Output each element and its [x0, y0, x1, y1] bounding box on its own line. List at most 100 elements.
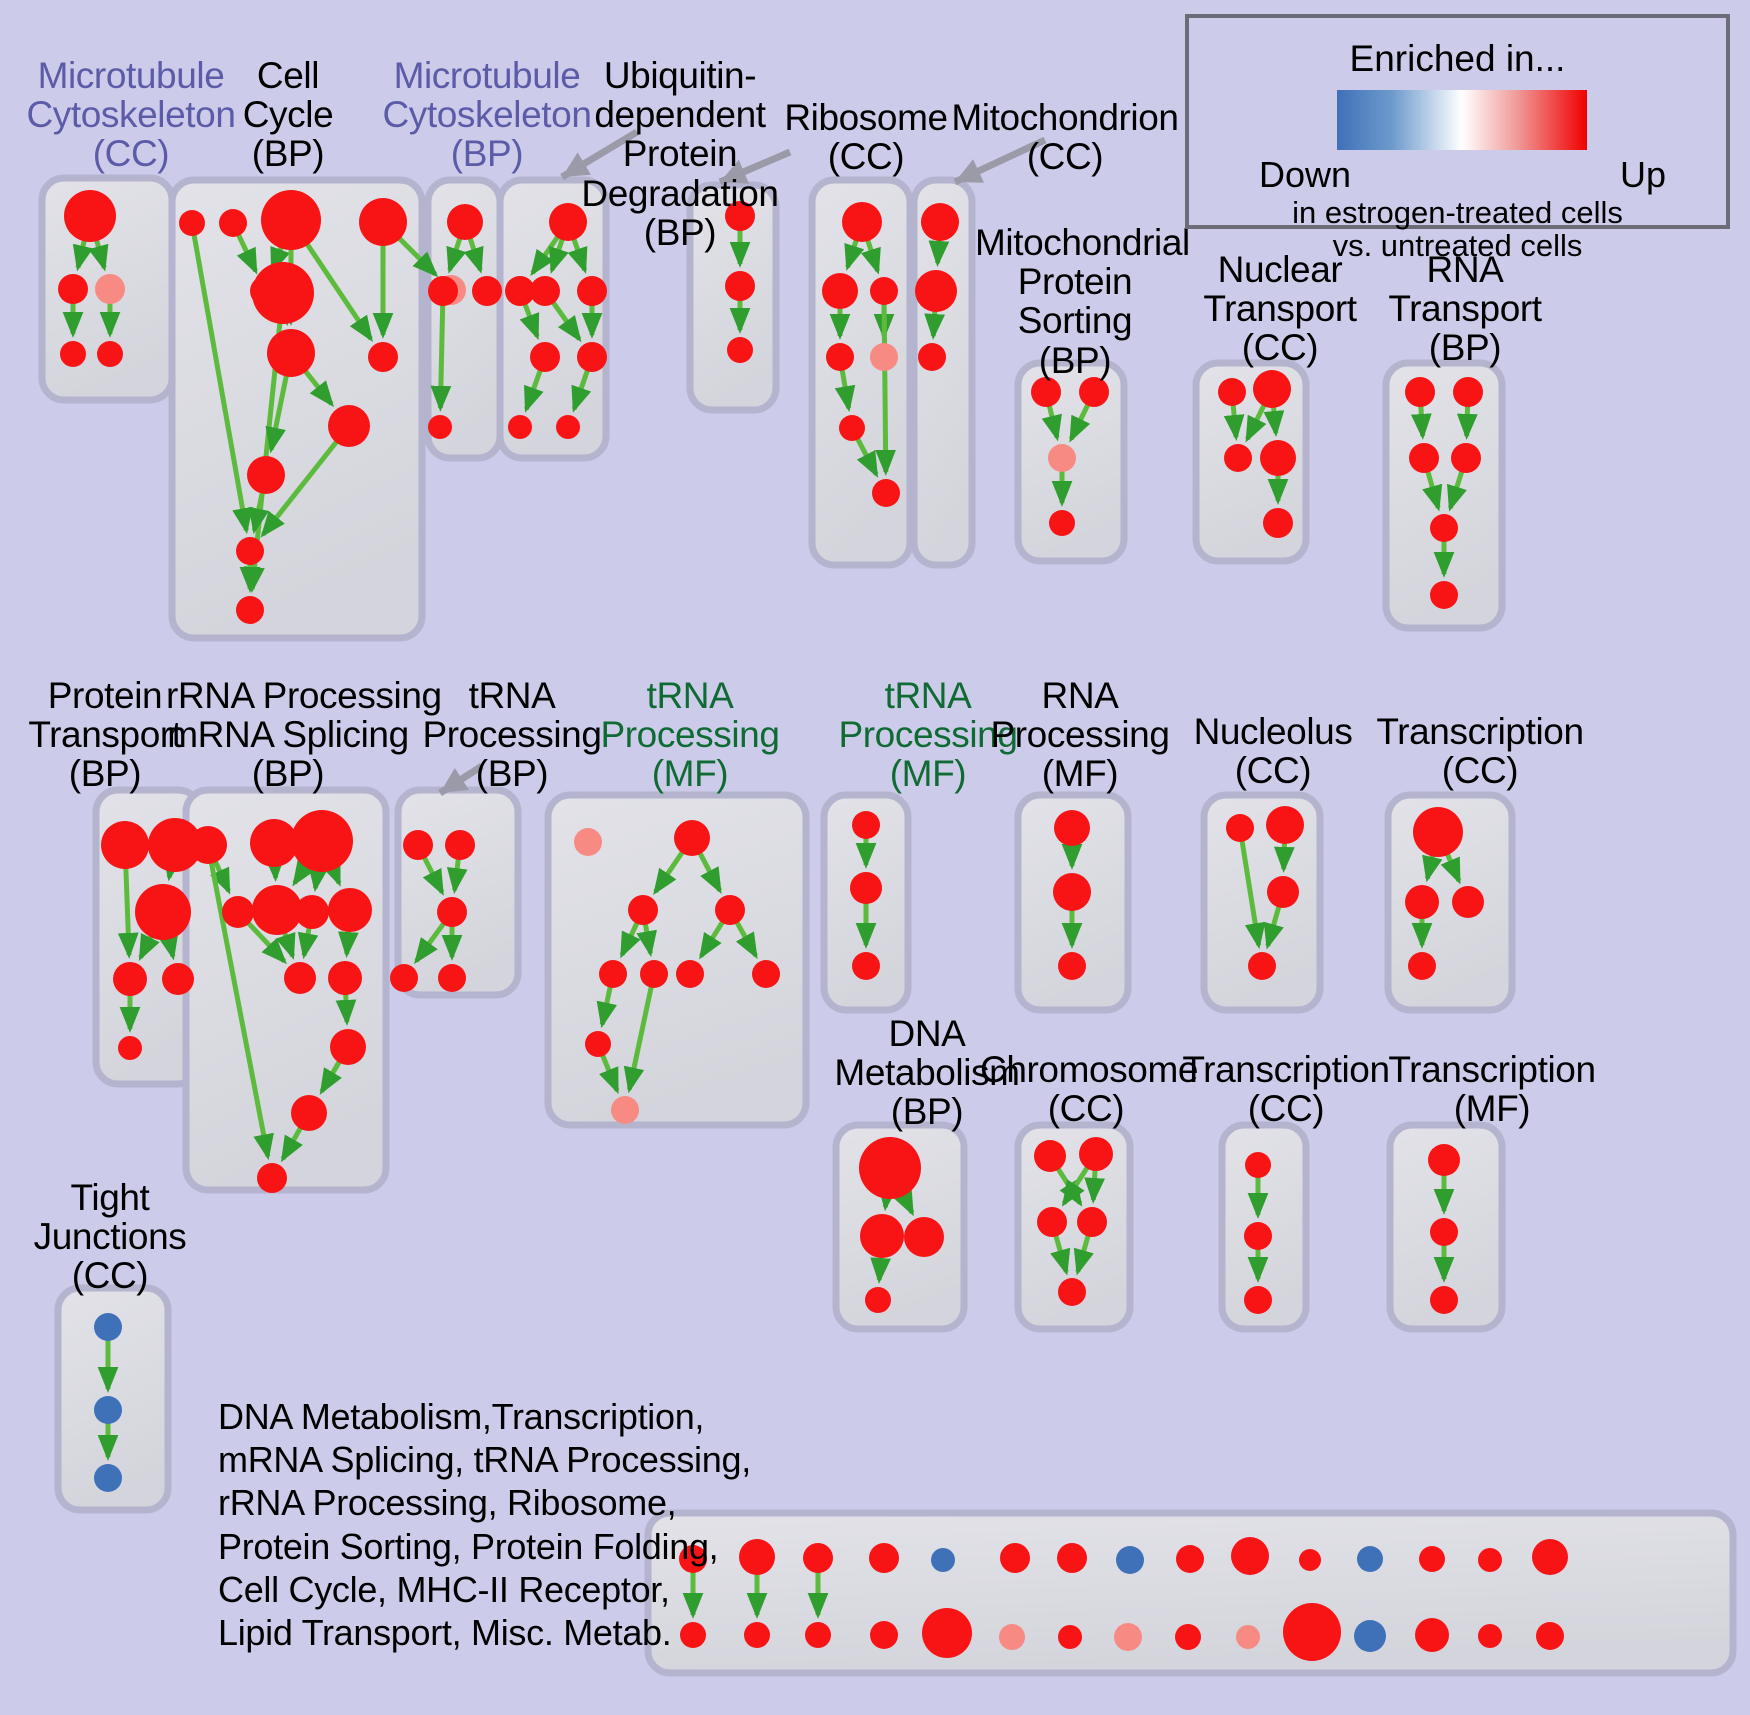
node-up[interactable]: [1057, 1543, 1087, 1573]
node-up[interactable]: [113, 962, 147, 996]
node-up[interactable]: [505, 276, 535, 306]
node-up[interactable]: [101, 821, 149, 869]
node-up[interactable]: [445, 830, 475, 860]
node-up[interactable]: [428, 276, 458, 306]
node-up[interactable]: [1058, 952, 1086, 980]
node-mid[interactable]: [95, 274, 125, 304]
node-up[interactable]: [1244, 1222, 1272, 1250]
node-up[interactable]: [1224, 444, 1252, 472]
node-up[interactable]: [1452, 886, 1484, 918]
node-up[interactable]: [1079, 1137, 1113, 1171]
node-up[interactable]: [872, 479, 900, 507]
node-up[interactable]: [1034, 1140, 1066, 1172]
node-up[interactable]: [805, 1622, 831, 1648]
node-up[interactable]: [1245, 1152, 1271, 1178]
node-up[interactable]: [60, 341, 86, 367]
node-up[interactable]: [839, 415, 865, 441]
node-up[interactable]: [1405, 377, 1435, 407]
node-up[interactable]: [822, 273, 858, 309]
node-up[interactable]: [860, 1214, 904, 1258]
node-up[interactable]: [922, 1608, 972, 1658]
node-up[interactable]: [359, 198, 407, 246]
node-up[interactable]: [1031, 377, 1061, 407]
node-up[interactable]: [97, 341, 123, 367]
node-mid[interactable]: [1048, 444, 1076, 472]
node-up[interactable]: [803, 1543, 833, 1573]
node-up[interactable]: [530, 342, 560, 372]
node-up[interactable]: [1260, 440, 1296, 476]
node-up[interactable]: [577, 276, 607, 306]
node-up[interactable]: [328, 405, 370, 447]
node-mid[interactable]: [1236, 1625, 1260, 1649]
node-up[interactable]: [472, 276, 502, 306]
node-up[interactable]: [1175, 1624, 1201, 1650]
node-up[interactable]: [870, 277, 898, 305]
node-mid[interactable]: [574, 828, 602, 856]
node-up[interactable]: [250, 819, 298, 867]
node-up[interactable]: [222, 896, 254, 928]
node-down[interactable]: [94, 1396, 122, 1424]
node-up[interactable]: [1451, 443, 1481, 473]
node-up[interactable]: [715, 895, 745, 925]
node-mid[interactable]: [611, 1096, 639, 1124]
node-up[interactable]: [1430, 514, 1458, 542]
node-up[interactable]: [261, 190, 321, 250]
node-up[interactable]: [628, 895, 658, 925]
node-up[interactable]: [1266, 806, 1304, 844]
node-up[interactable]: [252, 885, 302, 935]
node-down[interactable]: [94, 1313, 122, 1341]
node-up[interactable]: [1428, 1144, 1460, 1176]
node-up[interactable]: [291, 1095, 327, 1131]
node-up[interactable]: [1077, 1207, 1107, 1237]
node-up[interactable]: [1536, 1622, 1564, 1650]
node-up[interactable]: [1478, 1548, 1502, 1572]
node-up[interactable]: [247, 456, 285, 494]
node-up[interactable]: [826, 343, 854, 371]
node-down[interactable]: [931, 1548, 955, 1572]
node-up[interactable]: [1231, 1537, 1269, 1575]
node-up[interactable]: [921, 203, 959, 241]
node-up[interactable]: [267, 329, 315, 377]
node-up[interactable]: [1430, 581, 1458, 609]
node-up[interactable]: [236, 596, 264, 624]
node-up[interactable]: [1253, 370, 1291, 408]
node-up[interactable]: [328, 961, 362, 995]
node-up[interactable]: [1248, 952, 1276, 980]
node-up[interactable]: [1409, 443, 1439, 473]
node-up[interactable]: [1408, 952, 1436, 980]
node-up[interactable]: [1430, 1218, 1458, 1246]
node-up[interactable]: [852, 952, 880, 980]
node-up[interactable]: [148, 818, 202, 872]
node-up[interactable]: [1000, 1543, 1030, 1573]
node-up[interactable]: [64, 190, 116, 242]
node-up[interactable]: [842, 202, 882, 242]
node-up[interactable]: [1037, 1207, 1067, 1237]
node-up[interactable]: [1218, 378, 1246, 406]
node-up[interactable]: [1049, 510, 1075, 536]
node-up[interactable]: [252, 262, 314, 324]
node-mid[interactable]: [870, 343, 898, 371]
node-up[interactable]: [219, 209, 247, 237]
node-up[interactable]: [1053, 873, 1091, 911]
node-up[interactable]: [179, 210, 205, 236]
node-up[interactable]: [744, 1622, 770, 1648]
node-up[interactable]: [438, 964, 466, 992]
node-down[interactable]: [1354, 1620, 1386, 1652]
node-up[interactable]: [330, 1029, 366, 1065]
node-up[interactable]: [725, 201, 755, 231]
node-up[interactable]: [1267, 876, 1299, 908]
node-up[interactable]: [508, 415, 532, 439]
node-up[interactable]: [640, 960, 668, 988]
node-up[interactable]: [869, 1543, 899, 1573]
node-down[interactable]: [94, 1464, 122, 1492]
node-up[interactable]: [727, 337, 753, 363]
node-up[interactable]: [680, 1622, 706, 1648]
node-up[interactable]: [850, 872, 882, 904]
node-mid[interactable]: [999, 1624, 1025, 1650]
node-up[interactable]: [556, 415, 580, 439]
node-up[interactable]: [236, 537, 264, 565]
node-up[interactable]: [1415, 1618, 1449, 1652]
node-up[interactable]: [295, 895, 329, 929]
node-up[interactable]: [1478, 1624, 1502, 1648]
node-up[interactable]: [852, 811, 880, 839]
